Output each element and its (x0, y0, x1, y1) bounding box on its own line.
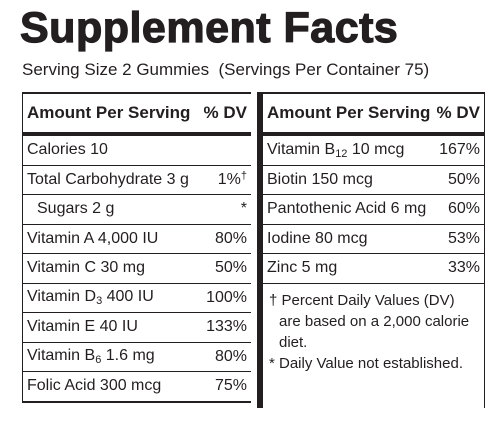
header-amount: Amount Per Serving (27, 103, 191, 122)
daily-value: 50% (215, 259, 247, 277)
header-dv: % DV (436, 103, 480, 122)
nutrient-row: Biotin 150 mcg 50% (263, 166, 484, 195)
nutrient-name: Biotin 150 mcg (267, 171, 373, 189)
dv-text: 100% (206, 288, 247, 306)
nutrient-row: Sugars 2 g * (23, 195, 251, 225)
nutrient-text: Vitamin E 40 IU (27, 318, 138, 336)
nutrient-text: Vitamin B (267, 140, 336, 158)
footnote: † Percent Daily Values (DV) are based on… (269, 291, 470, 351)
nutrient-text: Vitamin C 30 mg (27, 259, 145, 277)
subscript: 3 (96, 295, 103, 308)
dv-text: 60% (447, 200, 480, 218)
nutrient-row: Vitamin C 30 mg 50% (23, 254, 251, 284)
nutrient-amount: 400 IU (102, 288, 154, 306)
dv-text: * (240, 200, 247, 218)
nutrient-name: Vitamin C 30 mg (27, 259, 145, 277)
nutrient-name: Vitamin A 4,000 IU (27, 230, 158, 248)
daily-value: 133% (206, 318, 247, 336)
dv-text: 50% (214, 259, 247, 277)
nutrient-text: Vitamin A 4,000 IU (27, 229, 159, 247)
table-header: Amount Per Serving % DV (23, 94, 251, 136)
nutrient-name: Vitamin B6 1.6 mg (27, 347, 155, 366)
nutrient-row: Vitamin B12 10 mcg 167% (263, 136, 484, 166)
dv-text: 1% (217, 171, 241, 189)
dv-text: 53% (447, 229, 480, 247)
nutrient-row: Vitamin D3 400 IU 100% (23, 284, 251, 313)
daily-value: 167% (439, 141, 480, 159)
nutrient-text: Biotin 150 mcg (267, 170, 373, 188)
nutrient-text: Calories 10 (27, 141, 108, 159)
right-table: Amount Per Serving % DV Vitamin B12 10 m… (257, 92, 485, 408)
nutrient-name: Folic Acid 300 mcg (27, 377, 161, 395)
nutrient-name: Sugars 2 g (37, 200, 114, 218)
header-amount: Amount Per Serving (267, 103, 431, 122)
nutrient-text: Zinc 5 mg (267, 259, 338, 277)
nutrient-row: Folic Acid 300 mcg 75% (23, 372, 251, 401)
nutrient-name: Total Carbohydrate 3 g (27, 171, 189, 189)
table-header: Amount Per Serving % DV (263, 94, 484, 136)
nutrient-text: Iodine 80 mcg (267, 229, 368, 247)
daily-value: 75% (215, 377, 247, 395)
subscript: 12 (335, 147, 348, 160)
serving-info: Serving Size 2 Gummies (Servings Per Con… (22, 60, 430, 79)
nutrient-name: Pantothenic Acid 6 mg (267, 200, 426, 218)
nutrient-row: Iodine 80 mcg 53% (263, 225, 484, 254)
nutrient-name: Vitamin B12 10 mcg (267, 141, 404, 160)
nutrient-row: Zinc 5 mg 33% (263, 254, 484, 284)
title: Supplement Facts (19, 3, 399, 52)
dv-text: 80% (214, 347, 247, 365)
dv-text: 133% (206, 318, 247, 336)
nutrient-name: Vitamin E 40 IU (27, 318, 138, 336)
nutrient-row: Calories 10 (23, 136, 251, 166)
nutrient-row: Vitamin A 4,000 IU 80% (23, 225, 251, 254)
dv-mark: † (240, 170, 247, 183)
daily-value: 80% (215, 348, 247, 366)
daily-value: * (241, 200, 247, 218)
nutrient-row: Vitamin E 40 IU 133% (23, 313, 251, 343)
daily-value: 60% (448, 200, 480, 218)
dv-text: 167% (439, 141, 480, 159)
nutrient-text: Vitamin D (27, 288, 97, 306)
nutrient-row: Vitamin B6 1.6 mg 80% (23, 343, 251, 372)
daily-value: 33% (448, 259, 480, 277)
subscript: 6 (95, 354, 102, 367)
nutrient-name: Vitamin D3 400 IU (27, 288, 154, 307)
dv-text: 75% (214, 377, 247, 395)
footnotes: † Percent Daily Values (DV) are based on… (263, 284, 484, 380)
nutrient-text: Pantothenic Acid 6 mg (267, 200, 427, 218)
daily-value: 100% (206, 289, 247, 307)
nutrient-name: Zinc 5 mg (267, 259, 337, 277)
dv-text: 33% (447, 259, 480, 277)
header-dv: % DV (203, 103, 247, 122)
nutrient-name: Calories 10 (27, 141, 108, 159)
nutrient-row: Total Carbohydrate 3 g 1%† (23, 166, 251, 195)
nutrient-text: Total Carbohydrate 3 g (27, 170, 189, 188)
nutrient-amount: 1.6 mg (101, 347, 155, 365)
daily-value: 80% (215, 230, 247, 248)
nutrient-text: Vitamin B (27, 347, 96, 365)
left-table: Amount Per Serving % DV Calories 10 Total… (22, 92, 251, 403)
dv-text: 80% (214, 229, 247, 247)
dv-text: 50% (447, 170, 480, 188)
nutrient-text: Sugars 2 g (37, 200, 115, 218)
nutrient-row: Pantothenic Acid 6 mg 60% (263, 195, 484, 225)
nutrient-amount: 10 mcg (347, 140, 405, 158)
nutrient-name: Iodine 80 mcg (267, 230, 368, 248)
daily-value: 1%† (218, 170, 247, 189)
footnote: * Daily Value not established. (269, 354, 464, 372)
daily-value: 50% (448, 171, 480, 189)
daily-value: 53% (448, 230, 480, 248)
nutrient-text: Folic Acid 300 mcg (27, 377, 162, 395)
